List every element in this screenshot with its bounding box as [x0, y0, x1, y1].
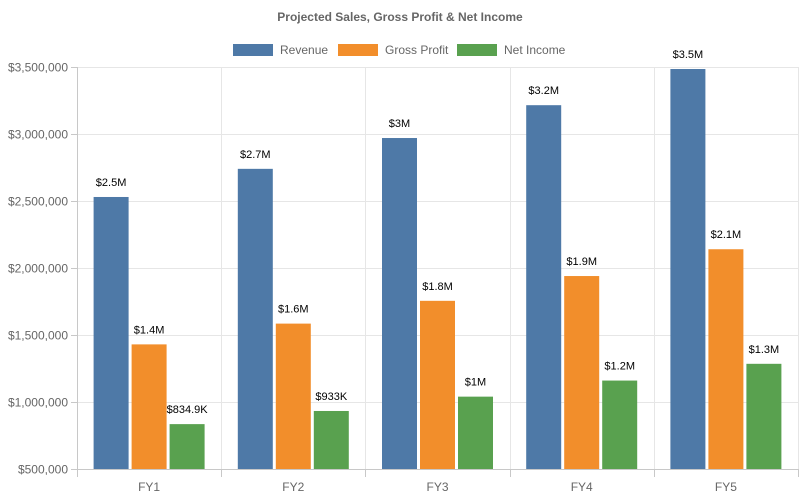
data-label-net-income-fy2: $933K: [315, 391, 347, 403]
data-label-revenue-fy1: $2.5M: [96, 177, 127, 189]
y-tick-label-0: $500,000: [18, 463, 68, 477]
bar-revenue-fy2[interactable]: [237, 168, 273, 469]
bar-net-income-fy4[interactable]: [602, 380, 638, 469]
legend-label-3: Net Income: [504, 43, 566, 57]
data-label-revenue-fy4: $3.2M: [528, 85, 559, 97]
bar-gross-profit-fy1[interactable]: [131, 344, 167, 469]
gridlines: [77, 67, 799, 470]
y-tick-label-3: $2,000,000: [8, 262, 68, 276]
data-label-gross-profit-fy1: $1.4M: [134, 324, 165, 336]
data-label-gross-profit-fy5: $2.1M: [711, 229, 742, 241]
data-label-gross-profit-fy4: $1.9M: [566, 256, 597, 268]
chart-legend: Revenue Gross Profit Net Income: [233, 43, 566, 57]
bar-revenue-fy1[interactable]: [93, 196, 129, 470]
bar-gross-profit-fy4[interactable]: [564, 276, 600, 469]
data-label-gross-profit-fy3: $1.8M: [422, 281, 453, 293]
data-label-revenue-fy3: $3M: [389, 118, 410, 130]
x-tick-label-fy2: FY2: [282, 480, 304, 494]
data-label-net-income-fy3: $1M: [465, 377, 486, 389]
chart-title: Projected Sales, Gross Profit & Net Inco…: [277, 10, 523, 24]
x-tick-label-fy1: FY1: [138, 480, 160, 494]
y-tick-label-6: $3,500,000: [8, 61, 68, 75]
bar-net-income-fy3[interactable]: [458, 396, 493, 469]
x-axis: FY1 FY2 FY3 FY4 FY5: [77, 469, 799, 494]
legend-label-1: Revenue: [280, 43, 328, 57]
bar-revenue-fy4[interactable]: [526, 105, 562, 469]
x-tick-label-fy4: FY4: [571, 480, 593, 494]
data-label-net-income-fy4: $1.2M: [604, 361, 635, 373]
bar-net-income-fy2[interactable]: [313, 410, 349, 469]
bar-gross-profit-fy5[interactable]: [708, 249, 744, 469]
y-tick-label-5: $3,000,000: [8, 128, 68, 142]
data-labels: $2.5M $1.4M $834.9K $2.7M $1.6M $933K $3M $1.8M…: [96, 49, 779, 416]
y-tick-label-1: $1,000,000: [8, 396, 68, 410]
data-label-revenue-fy5: $3.5M: [673, 49, 704, 61]
data-label-revenue-fy2: $2.7M: [240, 149, 271, 161]
x-tick-label-fy5: FY5: [715, 480, 737, 494]
legend-label-2: Gross Profit: [385, 43, 449, 57]
y-tick-label-4: $2,500,000: [8, 195, 68, 209]
bar-net-income-fy5[interactable]: [746, 363, 782, 469]
bar-net-income-fy1[interactable]: [169, 424, 205, 469]
data-label-gross-profit-fy2: $1.6M: [278, 304, 309, 316]
bars: [93, 69, 782, 470]
bar-gross-profit-fy2[interactable]: [275, 323, 311, 469]
bar-gross-profit-fy3[interactable]: [420, 300, 455, 469]
bar-revenue-fy3[interactable]: [382, 138, 417, 469]
data-label-net-income-fy5: $1.3M: [749, 344, 780, 356]
y-tick-label-2: $1,500,000: [8, 329, 68, 343]
data-label-net-income-fy1: $834.9K: [167, 404, 209, 416]
x-tick-label-fy3: FY3: [426, 480, 448, 494]
bar-revenue-fy5[interactable]: [670, 69, 706, 469]
y-axis: $500,000 $1,000,000 $1,500,000 $2,000,000 $2…: [8, 61, 78, 477]
legend-swatch-3: [457, 44, 497, 56]
legend-swatch-1: [233, 44, 273, 56]
legend-swatch-2: [338, 44, 378, 56]
